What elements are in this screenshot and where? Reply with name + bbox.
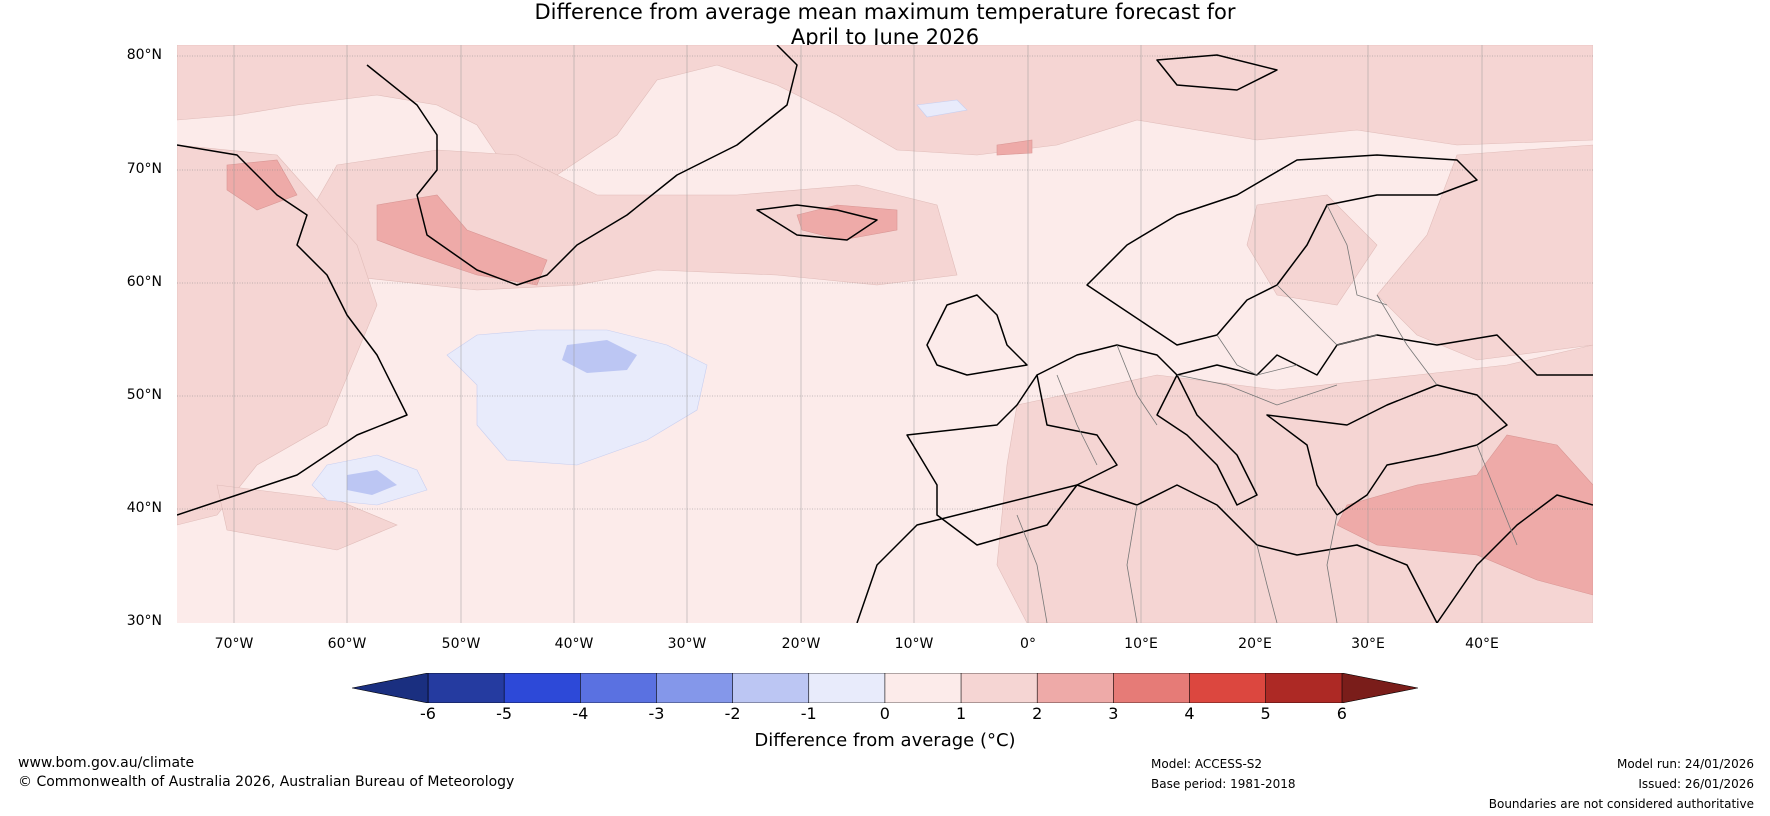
coast-scandinavia [1086,154,1478,346]
lat-label: 30°N [126,613,162,629]
anomaly-region-west-atlantic [177,144,378,526]
lat-label: 80°N [126,47,162,63]
coast-greenland [366,45,798,286]
cool-region-southwest-core [347,470,397,495]
lon-label: 10°W [894,636,934,652]
colorbar-tick-label: -2 [724,704,741,723]
lon-label: 50°W [441,636,481,652]
cool-region-north-atlantic [446,329,708,466]
coast-british-isles [926,294,1028,376]
lat-label: 50°N [126,387,162,403]
colorbar-cell [1265,673,1343,703]
country-borders [1016,204,1518,623]
colorbar-cell [884,673,962,703]
coast-europe-mainland [1036,334,1593,376]
coast-italy [1156,374,1258,506]
coast-iberia [906,374,1118,546]
anomaly-region-baltic [1246,194,1378,306]
copyright-text: © Commonwealth of Australia 2026, Austra… [18,774,515,790]
forecast-map [177,45,1593,623]
colorbar-cell [1189,673,1267,703]
anomaly-region-atlantic-south [216,484,398,551]
anomaly-region-north [177,45,1593,176]
cool-region-arctic [916,99,968,118]
website-link[interactable]: www.bom.gov.au/climate [18,755,195,771]
lon-label: 40°W [554,636,594,652]
model-text: Model: ACCESS-S2 [1151,757,1263,771]
colorbar-tick-label: -6 [420,704,436,723]
warm-region-turkey [1336,434,1593,596]
colorbar-cell [1113,673,1191,703]
colorbar-tick-label: 5 [1260,704,1271,723]
lon-label: 40°E [1465,636,1499,652]
coast-iceland [756,204,878,241]
warm-region-greenland [376,194,548,286]
colorbar-tick-label: -1 [800,704,817,723]
lat-label: 60°N [126,274,162,290]
colorbar-cell [656,673,734,703]
colorbar-cell [808,673,886,703]
colorbar-tick-label: 3 [1108,704,1119,723]
lon-label: 30°W [667,636,707,652]
colorbar-tick-label: 4 [1184,704,1195,723]
lon-label: 20°W [781,636,821,652]
meridian-lines [233,45,1483,623]
coast-north-africa [856,484,1438,623]
grid-lines [177,55,1593,510]
cool-region-core [562,340,637,373]
anomaly-region-south-europe [996,344,1593,623]
disclaimer-text: Boundaries are not considered authoritat… [1488,797,1754,811]
colorbar-title: Difference from average (°C) [754,730,1016,751]
lon-label: 60°W [327,636,367,652]
coastlines [177,45,1593,623]
coast-middle-east [1436,494,1593,623]
colorbar-cell [732,673,810,703]
colorbar-tick-label: 1 [955,704,967,723]
lat-label: 40°N [126,500,162,516]
base-period-text: Base period: 1981-2018 [1151,777,1296,791]
colorbar-cell [960,673,1038,703]
colorbar [352,673,1418,703]
colorbar-cell [1036,673,1115,703]
colorbar-tick-label: -4 [572,704,589,723]
lon-label: 70°W [214,636,254,652]
colorbar-tick-label: -3 [648,704,665,723]
colorbar-tick-label: 0 [879,704,890,723]
coast-svalbard [1156,54,1278,91]
lon-label: 0° [1020,636,1036,652]
anomaly-region-russia [1376,144,1593,361]
warm-region-norwegian-sea [996,139,1033,156]
colorbar-tick-label: 6 [1336,704,1347,723]
warm-region-iceland [796,204,898,241]
lat-label: 70°N [126,161,162,177]
coast-canada [177,144,408,516]
issued-text: Issued: 26/01/2026 [1638,777,1754,791]
colorbar-tick-label: -5 [496,704,513,723]
lon-label: 20°E [1238,636,1272,652]
lon-label: 10°E [1124,636,1158,652]
colorbar-high-extend [1341,673,1418,703]
colorbar-cell [427,673,505,703]
coast-balkans [1266,384,1508,516]
colorbar-tick-label: 2 [1032,704,1043,723]
colorbar-cell [503,673,582,703]
model-run-text: Model run: 24/01/2026 [1616,757,1754,771]
chart-title: Difference from average mean maximum tem… [0,0,1770,50]
colorbar-low-extend [352,673,429,703]
title-line-1: Difference from average mean maximum tem… [534,0,1236,24]
lon-label: 30°E [1351,636,1385,652]
colorbar-cell [580,673,658,703]
